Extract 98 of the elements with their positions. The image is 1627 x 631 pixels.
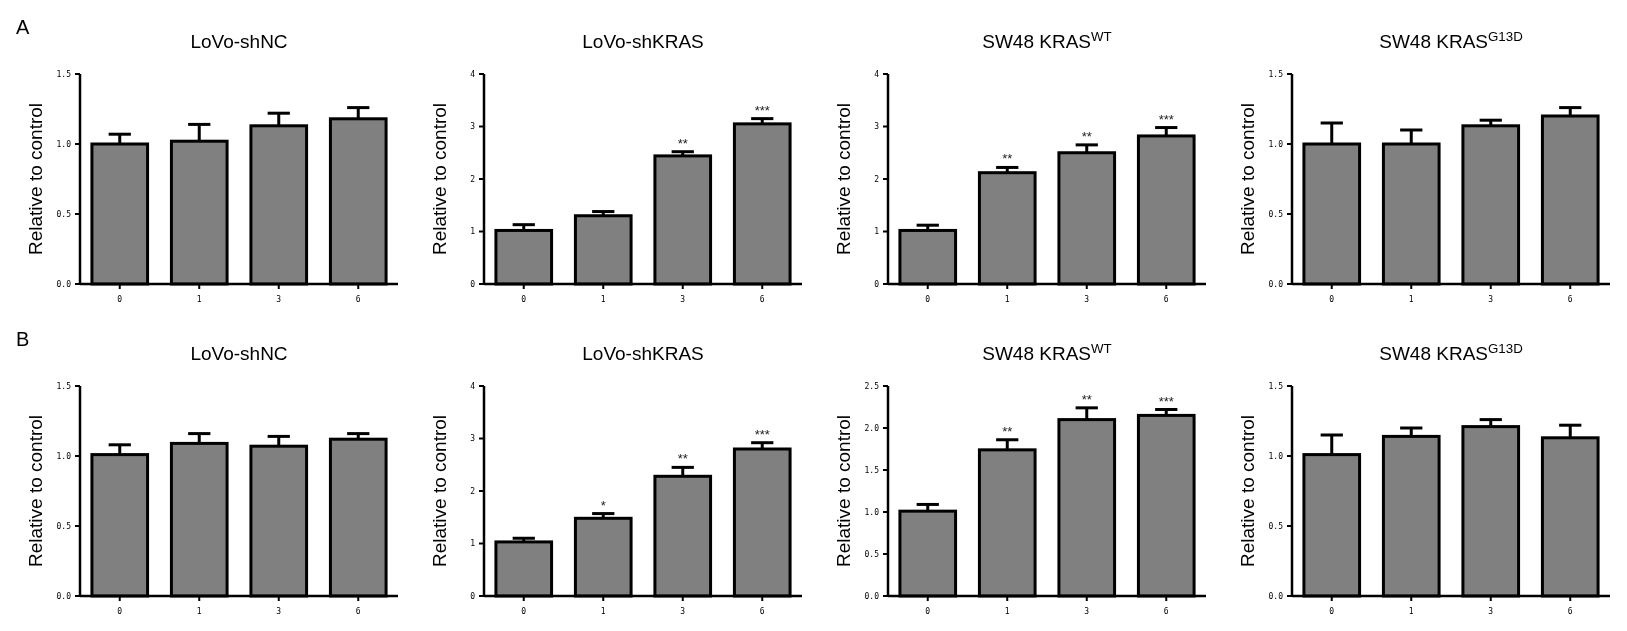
x-tick-label: 1 — [1408, 607, 1414, 616]
x-tick-label: 1 — [1004, 607, 1010, 616]
y-tick-label: 0.5 — [56, 209, 72, 219]
y-tick-label: 2 — [470, 486, 476, 496]
x-tick-label: 3 — [1084, 295, 1090, 304]
annotation: ** — [1081, 391, 1092, 407]
annotation: ** — [1002, 423, 1013, 439]
y-axis-title: Relative to control — [25, 414, 46, 568]
x-tick-label: 3 — [1084, 607, 1090, 616]
y-tick-label: 1.0 — [1268, 139, 1284, 149]
x-tick-label: 0 — [521, 295, 527, 304]
y-tick-label: 0.0 — [1268, 279, 1284, 289]
y-tick-label: 0.5 — [1268, 209, 1284, 219]
annotation: *** — [754, 426, 770, 442]
annotation: *** — [1158, 111, 1174, 127]
y-tick-label: 0.5 — [864, 549, 880, 559]
x-tick-label: 3 — [680, 607, 686, 616]
y-tick-label: 1.0 — [56, 451, 72, 461]
x-tick-label: 1 — [196, 607, 202, 616]
x-tick-label: 3 — [1488, 607, 1494, 616]
annotation: ** — [677, 451, 688, 467]
x-tick-label: 0 — [925, 607, 931, 616]
x-tick-label: 1 — [600, 607, 606, 616]
y-tick-label: 2.0 — [864, 423, 880, 433]
x-tick-label: 3 — [276, 295, 282, 304]
x-tick-label: 3 — [680, 295, 686, 304]
y-tick-label: 3 — [874, 122, 880, 132]
x-tick-label: 1 — [1408, 295, 1414, 304]
y-axis-title: Relative to control — [833, 102, 854, 256]
y-tick-label: 4 — [874, 69, 880, 79]
y-axis-title: Relative to control — [1237, 102, 1258, 256]
text: A — [16, 16, 30, 38]
x-tick-label: 6 — [355, 295, 361, 304]
x-tick-label: 1 — [196, 295, 202, 304]
chart-title: SW48 KRAS$^{WT}$ — [982, 28, 1112, 52]
chart-title: SW48 KRAS$^{G13D}$ — [1379, 28, 1523, 52]
y-tick-label: 0.0 — [56, 279, 72, 289]
x-tick-label: 6 — [1163, 607, 1169, 616]
y-tick-label: 4 — [470, 69, 476, 79]
y-tick-label: 1.0 — [1268, 451, 1284, 461]
chart-title: LoVo-shNC — [190, 343, 288, 364]
y-tick-label: 3 — [470, 434, 476, 444]
y-axis-title: Relative to control — [429, 414, 450, 568]
y-tick-label: 0.0 — [1268, 591, 1284, 601]
x-tick-label: 3 — [276, 607, 282, 616]
annotation: * — [600, 497, 606, 513]
x-tick-label: 3 — [1488, 295, 1494, 304]
y-tick-label: 2 — [470, 174, 476, 184]
chart-title: LoVo-shKRAS — [582, 31, 704, 52]
y-tick-label: 1.5 — [56, 381, 72, 391]
y-tick-label: 2 — [874, 174, 880, 184]
y-tick-label: 0 — [470, 279, 476, 289]
chart-title: SW48 KRAS$^{G13D}$ — [1379, 340, 1523, 364]
x-tick-label: 6 — [759, 607, 765, 616]
chart-title: SW48 KRAS$^{WT}$ — [982, 340, 1112, 364]
y-axis-title: Relative to control — [1237, 414, 1258, 568]
y-tick-label: 1.5 — [864, 465, 880, 475]
y-axis-title: Relative to control — [25, 102, 46, 256]
y-tick-label: 1.5 — [1268, 381, 1284, 391]
x-tick-label: 6 — [1163, 295, 1169, 304]
x-tick-label: 0 — [521, 607, 527, 616]
y-axis-title: Relative to control — [429, 102, 450, 256]
x-tick-label: 6 — [1567, 607, 1573, 616]
x-tick-label: 6 — [759, 295, 765, 304]
y-tick-label: 1 — [470, 539, 476, 549]
x-tick-label: 6 — [1567, 295, 1573, 304]
y-tick-label: 2.5 — [864, 381, 880, 391]
y-tick-label: 1 — [874, 227, 880, 237]
y-tick-label: 4 — [470, 381, 476, 391]
y-tick-label: 1.5 — [56, 69, 72, 79]
x-tick-label: 0 — [925, 295, 931, 304]
annotation: ** — [1081, 128, 1092, 144]
y-tick-label: 0.5 — [56, 521, 72, 531]
x-tick-label: 0 — [117, 295, 123, 304]
x-tick-label: 0 — [1329, 607, 1335, 616]
y-tick-label: 0.0 — [56, 591, 72, 601]
annotation: *** — [1158, 393, 1174, 409]
chart-title: LoVo-shNC — [190, 31, 288, 52]
text: B — [16, 328, 30, 350]
x-tick-label: 1 — [1004, 295, 1010, 304]
y-tick-label: 0.0 — [864, 591, 880, 601]
y-tick-label: 0 — [470, 591, 476, 601]
annotation: *** — [754, 102, 770, 118]
y-axis-title: Relative to control — [833, 414, 854, 568]
y-tick-label: 1.0 — [56, 139, 72, 149]
x-tick-label: 1 — [600, 295, 606, 304]
x-tick-label: 0 — [1329, 295, 1335, 304]
annotation: ** — [1002, 151, 1013, 167]
x-tick-label: 0 — [117, 607, 123, 616]
y-tick-label: 1.0 — [864, 507, 880, 517]
y-tick-label: 0 — [874, 279, 880, 289]
x-tick-label: 6 — [355, 607, 361, 616]
y-tick-label: 0.5 — [1268, 521, 1284, 531]
chart-title: LoVo-shKRAS — [582, 343, 704, 364]
y-tick-label: 1 — [470, 227, 476, 237]
y-tick-label: 1.5 — [1268, 69, 1284, 79]
y-tick-label: 3 — [470, 122, 476, 132]
annotation: ** — [677, 135, 688, 151]
